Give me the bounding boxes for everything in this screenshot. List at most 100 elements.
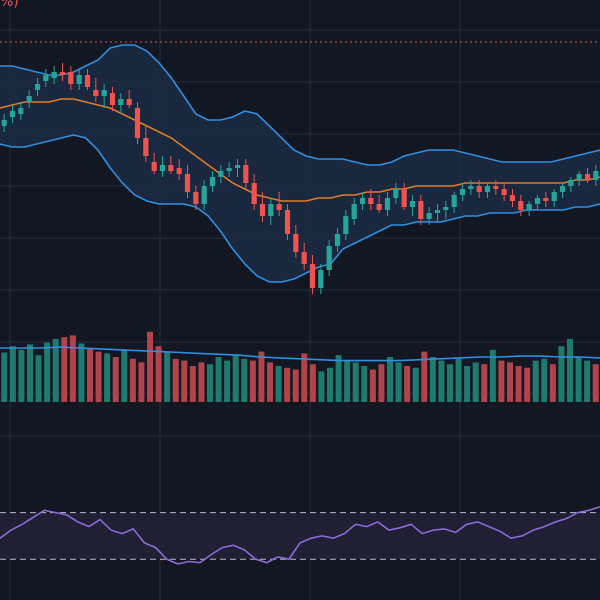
candle-body [576,174,582,180]
volume-bar [455,358,462,402]
candle-body [151,162,157,171]
volume-bar [344,360,351,402]
volume-bar [489,349,496,402]
volume-bar [309,364,316,402]
volume-bar [498,360,505,402]
volume-bar [541,358,548,402]
volume-bar [558,346,565,402]
candle-body [476,186,482,192]
candle-body [493,186,499,189]
bollinger-lower-line [0,134,600,283]
volume-bar [267,362,273,402]
volume-bar [507,362,513,402]
candle-body [409,201,416,207]
volume-bar [301,353,308,402]
candle-body [559,186,566,192]
volume-bar [438,360,445,402]
price-panel [0,41,600,294]
volume-bar [472,362,479,402]
volume-bar [52,339,59,402]
candle-body [401,189,407,207]
candle-body [234,165,241,168]
candle-body [143,138,149,156]
candle-body [368,198,374,204]
volume-bar [275,366,282,402]
volume-bar [292,369,299,402]
volume-bar [27,344,33,402]
candle-body [176,168,182,174]
volume-bar [241,358,248,402]
volume-bar [447,364,453,402]
candle-body [543,198,549,201]
volume-bar [335,355,342,402]
candle-body [501,189,507,195]
candle-body [126,99,132,105]
volume-bar [404,366,411,402]
candle-body [243,165,249,183]
candle-body [334,234,341,246]
volume-bar [138,362,145,402]
volume-bar [95,351,102,402]
volume-bar [524,367,531,402]
candle-body [18,108,24,114]
volume-bar [121,349,128,402]
candle-body [509,195,516,201]
volume-average-line [0,346,600,362]
candle-body [526,204,532,210]
candle-body [218,171,224,177]
candle-body [343,216,349,234]
candle-body [568,180,574,186]
volume-bar [164,351,171,402]
rsi-line [0,506,600,565]
volume-bar [215,357,222,402]
candle-body [201,186,207,204]
candle-body [326,246,332,270]
volume-bar [584,360,591,402]
volume-bar [327,367,333,402]
volume-bar [421,351,428,402]
volume-bar [18,349,25,402]
candle-body [426,213,432,219]
candle-body [9,111,16,117]
candle-body [193,192,199,204]
candle-body [84,75,91,87]
volume-bar [181,360,188,402]
candle-body [251,183,257,204]
candle-body [68,72,74,84]
candle-body [434,210,441,213]
volume-bar [112,357,119,402]
candle-body [101,90,107,96]
candle-body [134,108,141,138]
candle-body [26,96,32,102]
candle-body [109,93,116,105]
candle-body [51,72,57,78]
candle-body [451,195,457,207]
candle-body [468,186,474,189]
volume-bar [249,360,256,402]
corner-label: %) [0,0,19,10]
candle-body [43,75,49,81]
volume-bar [155,346,162,402]
candle-body [384,198,391,210]
candle-body [93,90,99,96]
volume-bar [464,366,471,402]
volume-bar [104,353,111,402]
volume-bar [9,346,16,402]
candle-body [393,189,399,198]
volume-bar [481,364,488,402]
candle-body [76,75,82,84]
candle-body [184,174,191,192]
volume-bar [147,331,153,402]
volume-bar [172,358,179,402]
volume-bar [35,355,42,402]
volume-bar [87,348,93,402]
candle-body [293,234,299,252]
volume-bar [1,352,8,402]
candle-body [484,186,491,192]
volume-bar [352,362,359,402]
volume-bar [129,358,136,402]
candle-body [459,189,466,195]
candle-body [1,120,7,126]
candle-body [593,171,599,180]
